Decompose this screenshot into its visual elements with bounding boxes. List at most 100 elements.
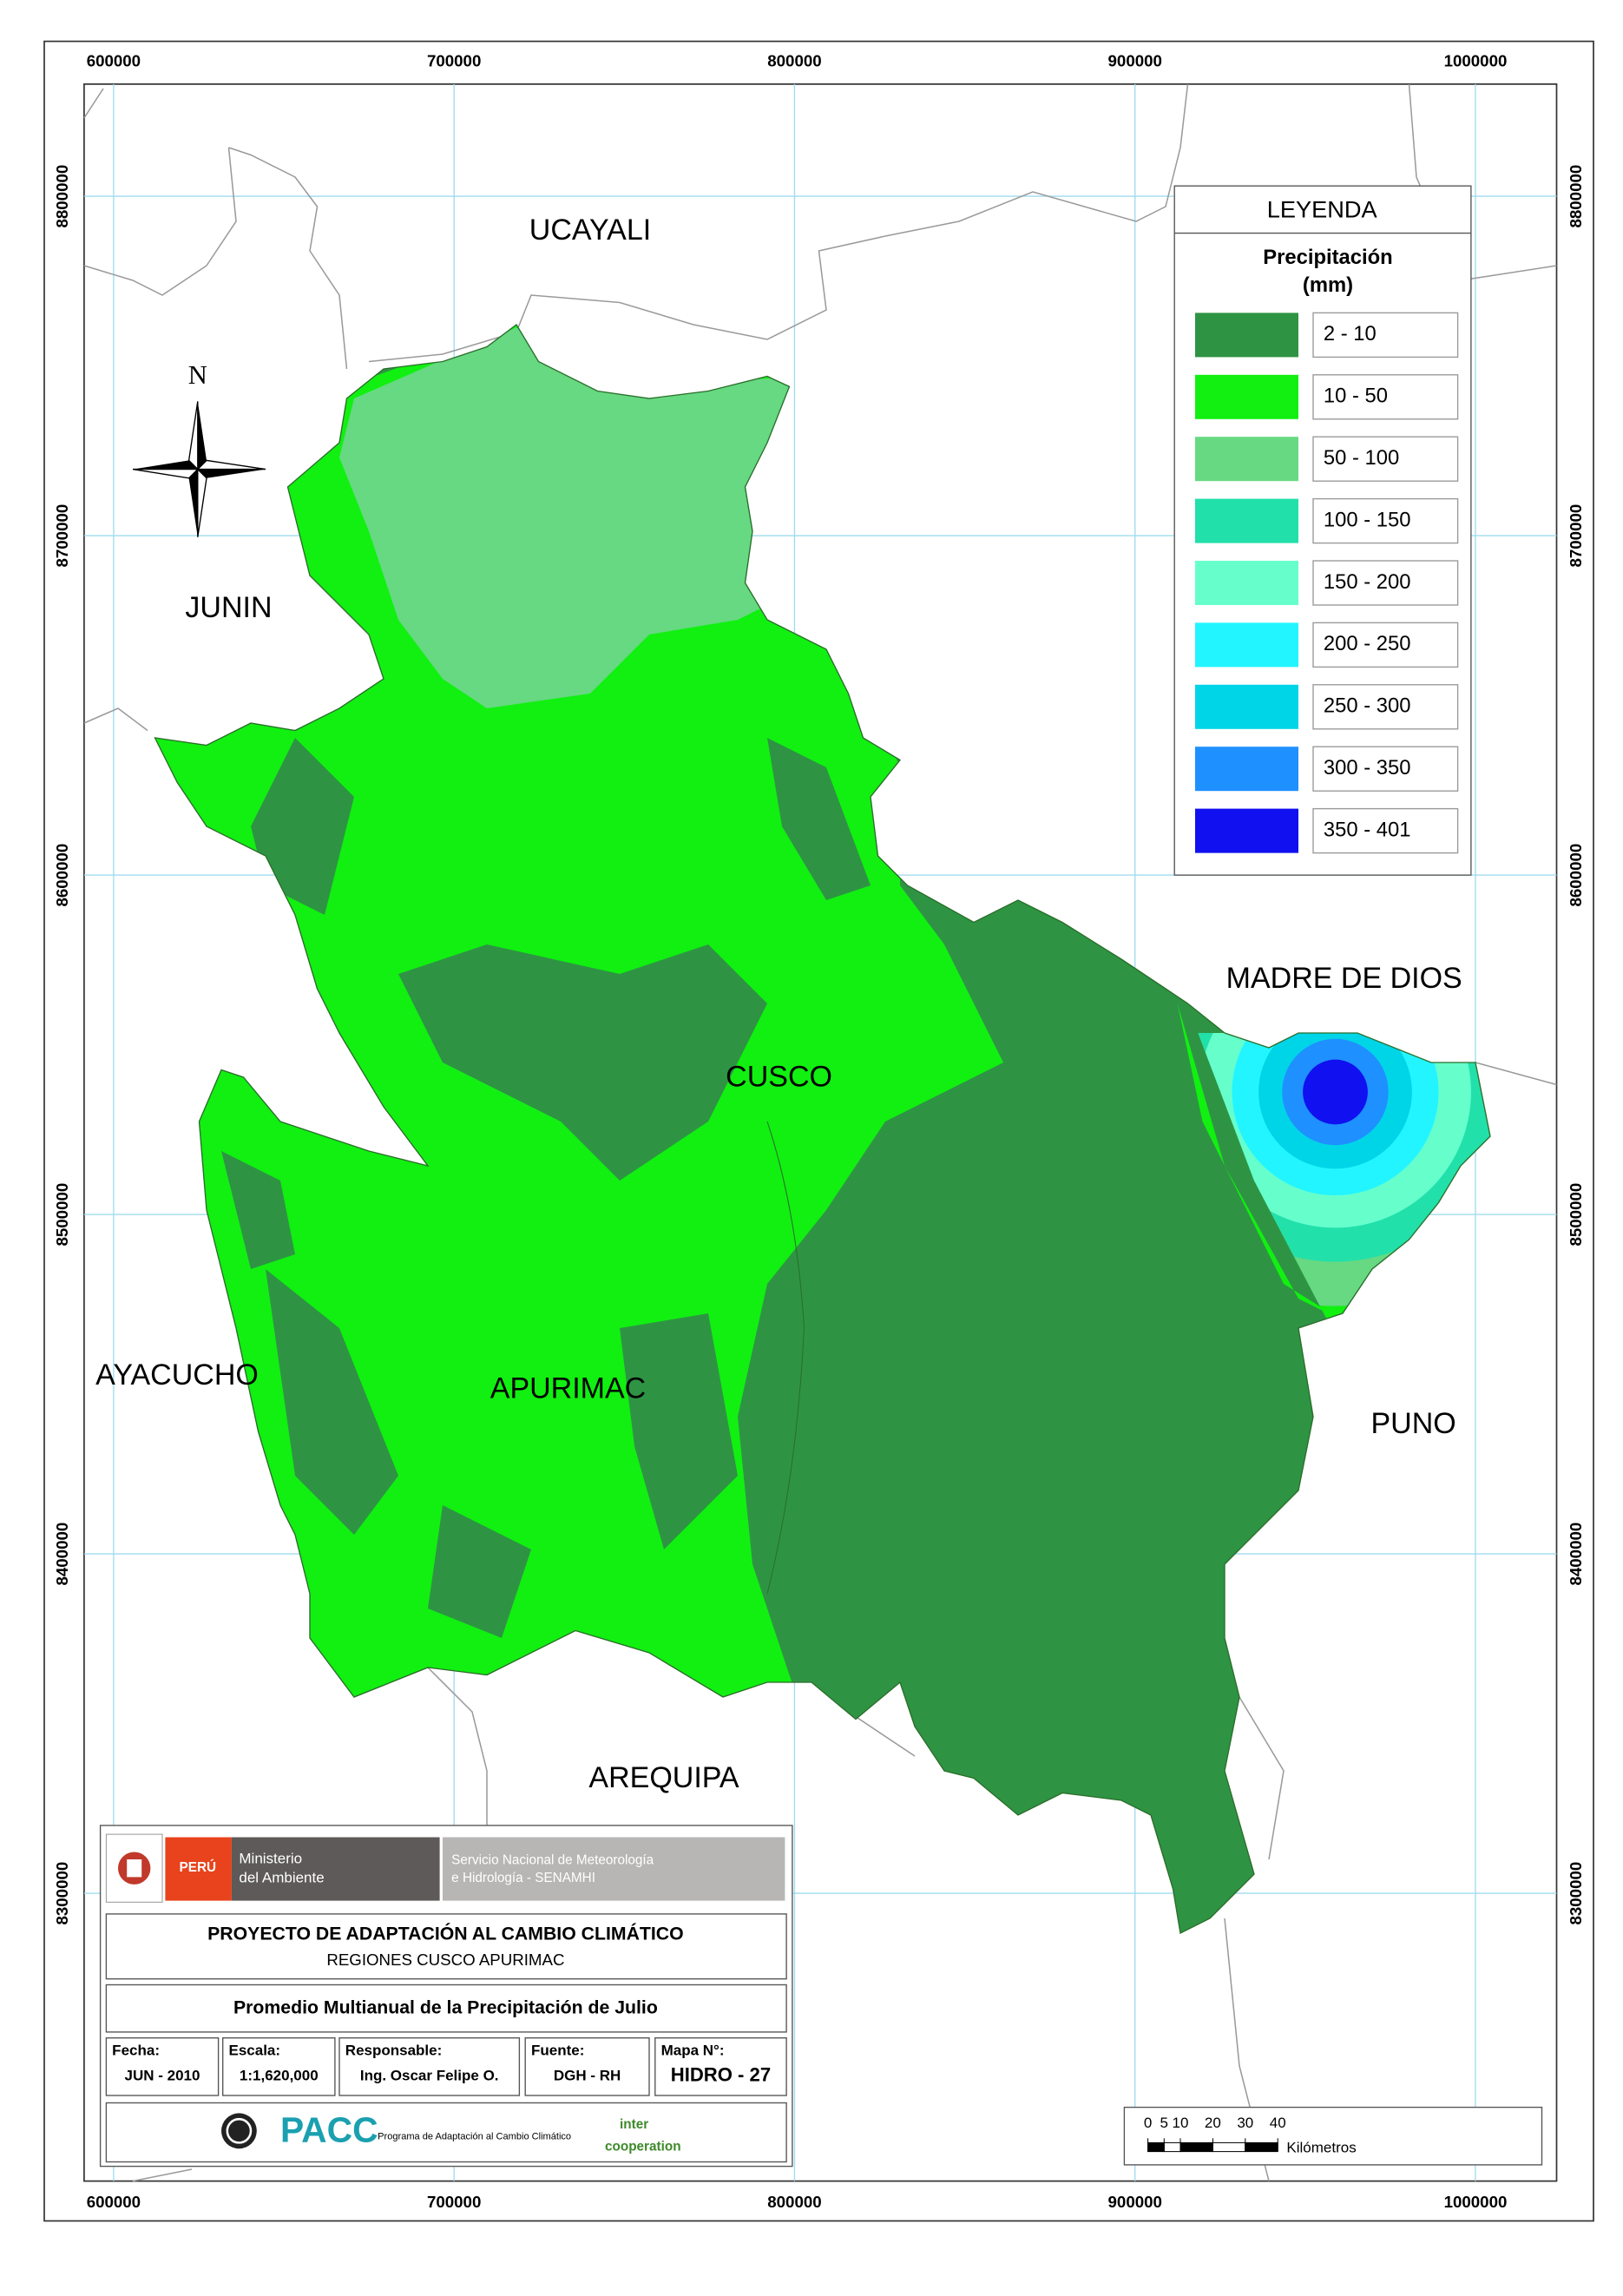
region-label: UCAYALI [529,214,651,247]
field-box [654,2037,787,2096]
field-label: Mapa N°: [661,2042,725,2058]
logo-text: del Ambiente [239,1870,324,1886]
scale-segment [1147,2141,1165,2153]
title-block: PERÚ Ministerio del Ambiente Servicio Na… [99,1825,793,2168]
y-coord-label: 8400000 [53,1523,71,1586]
legend-label-box [1312,684,1459,730]
scale-segment [1163,2141,1181,2153]
intercooperation-logo: inter [620,2117,648,2132]
pacc-name: Programa de Adaptación al Cambio Climáti… [378,2132,571,2142]
ministry-logo [231,1837,440,1901]
field-label: Escala: [228,2042,280,2058]
scale-tick-label: 40 [1270,2115,1286,2131]
scale-tick-label: 0 [1144,2115,1152,2131]
x-coord-label: 1000000 [1444,51,1508,69]
x-coord-label: 800000 [767,51,821,69]
field-box [105,2037,220,2096]
fields: Fecha: JUN - 2010 Escala: 1:1,620,000 Respon… [105,2037,787,2096]
y-coord-label: 8300000 [1567,1862,1585,1925]
north-label: N [188,360,207,390]
peru-logo [165,1837,232,1901]
intercooperation-logo: cooperation [605,2140,681,2155]
pacc-logo: PACC [280,2109,378,2149]
legend: LEYENDA Precipitación (mm) 2 - 10 10 - 50… [1173,185,1472,876]
map-title: Promedio Multianual de la Precipitación … [233,1997,658,2017]
legend-swatch [1195,684,1298,729]
field-value: JUN - 2010 [125,2067,200,2083]
y-coord-label: 8800000 [1567,165,1585,228]
field-label: Fecha: [112,2042,160,2058]
y-coord-label: 8700000 [1567,504,1585,568]
scale-bar: Kilómetros 0 5 10 20 30 40 [1123,2106,1543,2166]
legend-label-box [1312,746,1459,792]
class-area [221,738,871,1639]
x-coord-label: 900000 [1108,2193,1162,2211]
scale-box [1123,2106,1543,2166]
legend-swatch [1195,561,1298,606]
field-label: Fuente: [531,2042,584,2058]
legend-label: 250 - 300 [1324,694,1411,718]
legend-label: 10 - 50 [1324,385,1388,408]
legend-label: 100 - 150 [1324,508,1411,531]
x-coord-label: 600000 [87,51,141,69]
y-coord-label: 8800000 [53,165,71,228]
north-arrow: N [132,360,266,537]
field-value: HIDRO - 27 [671,2064,771,2086]
legend-swatch [1195,808,1298,853]
logo-text: Ministerio [239,1850,302,1866]
y-coord-label: 8500000 [1567,1183,1585,1247]
x-coord-label: 700000 [427,51,481,69]
region-label: CUSCO [726,1061,832,1094]
y-coord-label: 8600000 [1567,844,1585,907]
project-title: PROYECTO DE ADAPTACIÓN AL CAMBIO CLIMÁTI… [207,1922,684,1944]
region-label: JUNIN [185,591,272,624]
legend-heading: Precipitación [1263,246,1392,269]
region-label: MADRE DE DIOS [1226,962,1462,995]
y-coord-label: 8300000 [53,1862,71,1925]
x-coord-label: 1000000 [1444,2193,1508,2211]
y-coord-label: 8500000 [53,1183,71,1247]
y-coord-label: 8400000 [1567,1523,1585,1586]
x-coord-label: 900000 [1108,51,1162,69]
scale-segment [1245,2141,1278,2153]
legend-label-box [1312,807,1459,854]
region-labels: UCAYALI JUNIN AYACUCHO APURIMAC CUSCO MA… [95,214,1462,1794]
logo-text: PERÚ [180,1859,217,1875]
scale-tick-label: 10 [1173,2115,1189,2131]
legend-label-box [1312,374,1459,420]
legend-title: LEYENDA [1267,195,1378,222]
legend-label: 350 - 401 [1324,818,1411,841]
scale-segment [1212,2141,1246,2153]
region-label: AREQUIPA [588,1761,739,1794]
class-area [339,327,797,709]
region-label: AYACUCHO [95,1359,259,1391]
legend-label-box [1312,436,1459,482]
region-label: APURIMAC [490,1372,646,1405]
region-label: PUNO [1370,1407,1455,1440]
x-coord-label: 600000 [87,2193,141,2211]
legend-label: 50 - 100 [1324,446,1399,470]
legend-swatch [1195,312,1298,358]
scale-tick-label: 20 [1205,2115,1221,2131]
field-label: Responsable: [345,2042,442,2058]
scale-unit: Kilómetros [1286,2140,1356,2156]
scale-tick-label: 30 [1237,2115,1253,2131]
legend-swatch [1195,747,1298,792]
logo-text: e Hidrología - SENAMHI [451,1871,595,1885]
internal-boundary [766,1121,805,1595]
field-box [338,2037,521,2096]
legend-swatch [1195,498,1298,543]
x-coord-label: 700000 [427,2193,481,2211]
legend-label-box [1312,312,1459,359]
field-value: 1:1,620,000 [240,2067,319,2083]
y-coord-label: 8600000 [53,844,71,907]
legend-label: 200 - 250 [1324,632,1411,655]
x-coord-label: 800000 [767,2193,821,2211]
legend-swatch [1195,622,1298,668]
legend-label-box [1312,622,1459,668]
senamhi-logo [443,1837,785,1901]
field-box [222,2037,336,2096]
legend-swatch [1195,437,1298,482]
